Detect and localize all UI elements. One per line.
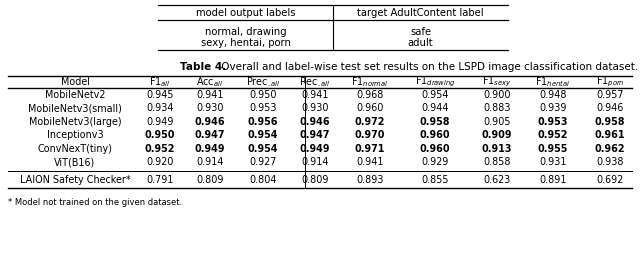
Text: 0.952: 0.952	[538, 130, 568, 140]
Text: 0.931: 0.931	[540, 157, 567, 167]
Text: 0.809: 0.809	[196, 175, 224, 185]
Text: 0.972: 0.972	[355, 117, 385, 127]
Text: 0.950: 0.950	[249, 90, 276, 100]
Text: 0.962: 0.962	[595, 144, 625, 154]
Text: 0.920: 0.920	[147, 157, 173, 167]
Text: * Model not trained on the given dataset.: * Model not trained on the given dataset…	[8, 198, 182, 207]
Text: 0.929: 0.929	[421, 157, 449, 167]
Text: 0.960: 0.960	[420, 130, 451, 140]
Text: F1$_{hentai}$: F1$_{hentai}$	[536, 75, 570, 89]
Text: 0.953: 0.953	[538, 117, 568, 127]
Text: 0.949: 0.949	[300, 144, 330, 154]
Text: F1$_{all}$: F1$_{all}$	[149, 75, 171, 89]
Text: F1$_{sexy}$: F1$_{sexy}$	[483, 75, 512, 89]
Text: Acc$_{all}$: Acc$_{all}$	[196, 75, 223, 89]
Text: 0.855: 0.855	[421, 175, 449, 185]
Text: Inceptionv3: Inceptionv3	[47, 130, 103, 140]
Text: 0.804: 0.804	[249, 175, 276, 185]
Text: 0.958: 0.958	[595, 117, 625, 127]
Text: 0.809: 0.809	[301, 175, 329, 185]
Text: 0.946: 0.946	[195, 117, 225, 127]
Text: 0.956: 0.956	[248, 117, 278, 127]
Text: F1$_{normal}$: F1$_{normal}$	[351, 75, 388, 89]
Text: 0.950: 0.950	[145, 130, 175, 140]
Text: 0.954: 0.954	[248, 144, 278, 154]
Text: adult: adult	[408, 38, 433, 48]
Text: 0.948: 0.948	[540, 90, 567, 100]
Text: 0.961: 0.961	[595, 130, 625, 140]
Text: MobileNetv3(large): MobileNetv3(large)	[29, 117, 122, 127]
Text: 0.905: 0.905	[483, 117, 511, 127]
Text: Prec$_{.all}$: Prec$_{.all}$	[246, 75, 280, 89]
Text: 0.946: 0.946	[596, 103, 624, 113]
Text: 0.954: 0.954	[248, 130, 278, 140]
Text: 0.914: 0.914	[301, 157, 329, 167]
Text: ViT(B16): ViT(B16)	[54, 157, 95, 167]
Text: Table 4.: Table 4.	[180, 62, 227, 72]
Text: MobileNetv3(small): MobileNetv3(small)	[28, 103, 122, 113]
Text: 0.968: 0.968	[356, 90, 384, 100]
Text: normal, drawing: normal, drawing	[205, 27, 286, 37]
Text: sexy, hentai, porn: sexy, hentai, porn	[200, 38, 291, 48]
Text: 0.893: 0.893	[356, 175, 384, 185]
Text: 0.970: 0.970	[355, 130, 385, 140]
Text: 0.953: 0.953	[249, 103, 276, 113]
Text: 0.947: 0.947	[300, 130, 330, 140]
Text: 0.941: 0.941	[301, 90, 329, 100]
Text: 0.938: 0.938	[596, 157, 624, 167]
Text: 0.952: 0.952	[145, 144, 175, 154]
Text: 0.927: 0.927	[250, 157, 276, 167]
Text: 0.791: 0.791	[147, 175, 173, 185]
Text: 0.947: 0.947	[195, 130, 225, 140]
Text: Rec$_{.all}$: Rec$_{.all}$	[300, 75, 331, 89]
Text: 0.930: 0.930	[196, 103, 224, 113]
Text: MobileNetv2: MobileNetv2	[45, 90, 105, 100]
Text: 0.960: 0.960	[356, 103, 384, 113]
Text: 0.971: 0.971	[355, 144, 385, 154]
Text: 0.623: 0.623	[483, 175, 511, 185]
Text: 0.934: 0.934	[147, 103, 173, 113]
Text: safe: safe	[410, 27, 431, 37]
Text: 0.858: 0.858	[483, 157, 511, 167]
Text: 0.891: 0.891	[540, 175, 567, 185]
Text: 0.939: 0.939	[540, 103, 567, 113]
Text: 0.955: 0.955	[538, 144, 568, 154]
Text: ConvNexT(tiny): ConvNexT(tiny)	[38, 144, 113, 154]
Text: Overall and label-wise test set results on the LSPD image classification dataset: Overall and label-wise test set results …	[218, 62, 638, 72]
Text: 0.883: 0.883	[483, 103, 511, 113]
Text: 0.949: 0.949	[147, 117, 173, 127]
Text: 0.900: 0.900	[483, 90, 511, 100]
Text: 0.946: 0.946	[300, 117, 330, 127]
Text: 0.945: 0.945	[147, 90, 173, 100]
Text: 0.913: 0.913	[482, 144, 512, 154]
Text: target AdultContent label: target AdultContent label	[357, 8, 484, 18]
Text: 0.909: 0.909	[482, 130, 512, 140]
Text: 0.941: 0.941	[196, 90, 224, 100]
Text: 0.692: 0.692	[596, 175, 623, 185]
Text: 0.954: 0.954	[421, 90, 449, 100]
Text: 0.960: 0.960	[420, 144, 451, 154]
Text: 0.941: 0.941	[356, 157, 384, 167]
Text: F1$_{porn}$: F1$_{porn}$	[596, 75, 625, 89]
Text: LAION Safety Checker*: LAION Safety Checker*	[20, 175, 131, 185]
Text: 0.949: 0.949	[195, 144, 225, 154]
Text: 0.944: 0.944	[421, 103, 449, 113]
Text: model output labels: model output labels	[196, 8, 295, 18]
Text: F1$_{drawing}$: F1$_{drawing}$	[415, 75, 455, 89]
Text: Model: Model	[61, 77, 90, 87]
Text: 0.914: 0.914	[196, 157, 224, 167]
Text: 0.930: 0.930	[301, 103, 329, 113]
Text: 0.957: 0.957	[596, 90, 624, 100]
Text: 0.958: 0.958	[420, 117, 451, 127]
